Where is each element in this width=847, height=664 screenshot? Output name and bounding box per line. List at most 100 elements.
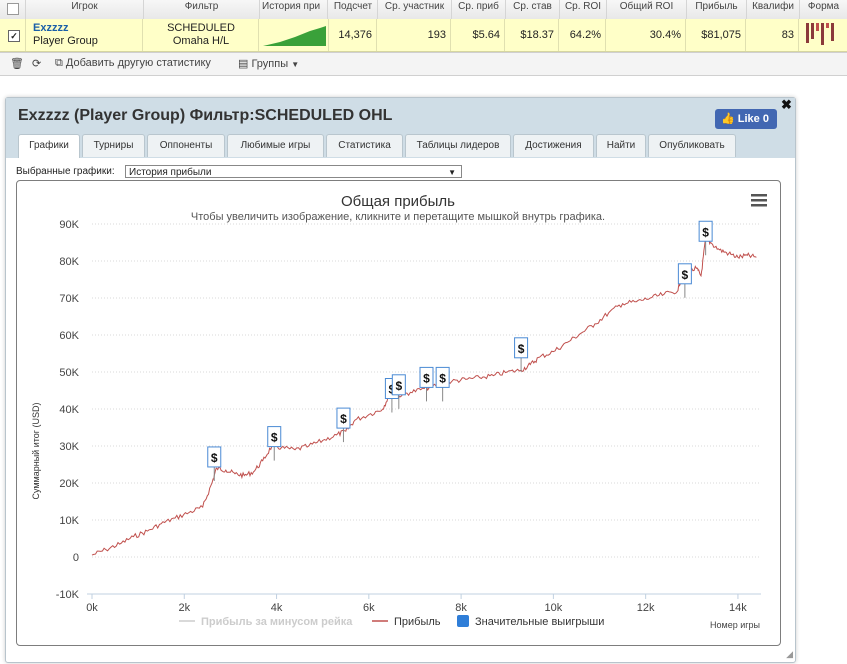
chart-container[interactable]: Общая прибыль Чтобы увеличить изображени… bbox=[16, 180, 781, 646]
avg-roi-value: 64.2% bbox=[560, 19, 606, 51]
tab-charts[interactable]: Графики bbox=[18, 134, 80, 158]
svg-text:$: $ bbox=[682, 268, 689, 282]
player-cell[interactable]: Exzzzz Player Group bbox=[26, 19, 143, 51]
total-roi-value: 30.4% bbox=[607, 19, 686, 51]
column-header[interactable]: Ср. ROI bbox=[560, 0, 607, 19]
svg-text:$: $ bbox=[518, 342, 525, 356]
add-stats-button[interactable]: ⧉ Добавить другую статистику bbox=[55, 57, 211, 70]
profit-history-sparkline[interactable] bbox=[260, 19, 329, 51]
window-header: Exzzzz (Player Group) Фильтр:SCHEDULED O… bbox=[6, 97, 795, 158]
chart-select[interactable]: История прибыли ▼ bbox=[125, 165, 462, 178]
table-row[interactable]: ✓ Exzzzz Player Group SCHEDULED Omaha H/… bbox=[0, 19, 847, 52]
avg-stake-value: $18.37 bbox=[506, 19, 559, 51]
column-header[interactable]: Ср. приб bbox=[452, 0, 506, 19]
qualif-value: 83 bbox=[747, 19, 799, 51]
x-tick-label: 0k bbox=[86, 602, 98, 614]
filter-cell: SCHEDULED Omaha H/L bbox=[144, 19, 259, 51]
window-title: Exzzzz (Player Group) Фильтр:SCHEDULED O… bbox=[18, 107, 393, 124]
big-win-marker[interactable]: $ bbox=[698, 220, 713, 256]
x-tick-label: 6k bbox=[363, 602, 375, 614]
y-tick-label: 50K bbox=[59, 367, 79, 379]
y-axis-label: Суммарный итог (USD) bbox=[31, 402, 41, 499]
svg-text:$: $ bbox=[271, 431, 278, 445]
x-tick-label: 10k bbox=[545, 602, 563, 614]
save-icon: ▤ bbox=[238, 58, 249, 70]
facebook-like-button[interactable]: 👍 Like 0 bbox=[715, 109, 777, 129]
big-win-marker[interactable]: $ bbox=[207, 446, 222, 481]
y-tick-label: 40K bbox=[59, 404, 79, 416]
legend-item-rake[interactable]: Прибыль за минусом рейка bbox=[179, 616, 353, 628]
big-win-marker[interactable]: $ bbox=[514, 337, 529, 372]
close-icon[interactable]: ✖ bbox=[781, 97, 792, 112]
x-axis-label: Номер игры bbox=[710, 620, 760, 630]
column-header[interactable]: Общий ROI bbox=[607, 0, 687, 19]
tab-statistics[interactable]: Статистика bbox=[326, 134, 403, 157]
tab-leaderboards[interactable]: Таблицы лидеров bbox=[405, 134, 511, 157]
thumbs-up-icon: 👍 bbox=[721, 113, 735, 125]
svg-text:$: $ bbox=[340, 412, 347, 426]
player-name-link[interactable]: Exzzzz bbox=[33, 22, 69, 34]
player-group: Player Group bbox=[33, 35, 98, 47]
tab-find[interactable]: Найти bbox=[596, 134, 646, 157]
tab-favorite-games[interactable]: Любимые игры bbox=[227, 134, 324, 157]
chart-menu-icon[interactable] bbox=[751, 194, 767, 207]
filter-line2: Omaha H/L bbox=[172, 35, 230, 47]
refresh-icon[interactable]: ⟳ bbox=[32, 58, 42, 70]
profit-chart[interactable]: Общая прибыль Чтобы увеличить изображени… bbox=[17, 181, 780, 645]
column-header[interactable]: Ср. став bbox=[506, 0, 560, 19]
tab-opponents[interactable]: Оппоненты bbox=[147, 134, 225, 157]
big-win-marker[interactable]: $ bbox=[419, 366, 434, 402]
chart-title: Общая прибыль bbox=[341, 193, 455, 210]
column-header[interactable]: Фильтр bbox=[144, 0, 260, 19]
tab-publish[interactable]: Опубликовать bbox=[648, 134, 736, 157]
chart-legend: Прибыль за минусом рейка Прибыль Значите… bbox=[179, 615, 604, 628]
chart-select-value: История прибыли bbox=[129, 167, 212, 178]
avg-profit-value: $5.64 bbox=[452, 19, 505, 51]
column-header[interactable]: Ср. участник bbox=[378, 0, 452, 19]
svg-text:$: $ bbox=[439, 371, 446, 385]
y-tick-label: 10K bbox=[59, 515, 79, 527]
big-win-marker[interactable]: $ bbox=[336, 407, 351, 443]
sparkline-area bbox=[263, 26, 326, 46]
column-header[interactable]: Игрок bbox=[26, 0, 144, 19]
resize-handle-icon[interactable]: ◢ bbox=[786, 649, 793, 659]
y-tick-label: 70K bbox=[59, 293, 79, 305]
legend-label: Прибыль за минусом рейка bbox=[201, 616, 353, 628]
legend-label: Прибыль bbox=[394, 616, 441, 628]
y-tick-label: 60K bbox=[59, 330, 79, 342]
y-tick-label: 90K bbox=[59, 219, 79, 231]
trash-icon[interactable]: 🗑 bbox=[10, 58, 24, 70]
like-label: Like 0 bbox=[737, 113, 769, 125]
y-tick-label: -10K bbox=[56, 589, 80, 601]
chart-subtitle: Чтобы увеличить изображение, кликните и … bbox=[191, 211, 605, 223]
column-header[interactable]: Подсчет bbox=[329, 0, 378, 19]
select-all-checkbox[interactable] bbox=[0, 0, 26, 19]
y-tick-label: 20K bbox=[59, 478, 79, 490]
column-header[interactable]: Форма bbox=[800, 0, 847, 19]
big-win-marker[interactable]: $ bbox=[267, 426, 282, 461]
row-checkbox[interactable]: ✓ bbox=[0, 19, 26, 51]
selected-charts-label: Выбранные графики: bbox=[16, 166, 115, 177]
column-header[interactable]: Квалифи bbox=[747, 0, 800, 19]
x-tick-label: 14k bbox=[729, 602, 747, 614]
window-icon: ⧉ bbox=[55, 57, 63, 69]
column-header[interactable]: Прибыль bbox=[687, 0, 747, 19]
big-win-marker[interactable]: $ bbox=[435, 366, 450, 402]
legend-label: Значительные выигрыши bbox=[475, 616, 604, 628]
column-header[interactable]: История при bbox=[260, 0, 328, 19]
legend-item-big-wins[interactable]: Значительные выигрыши bbox=[457, 615, 604, 628]
big-win-marker[interactable]: $ bbox=[391, 374, 406, 409]
svg-text:$: $ bbox=[423, 371, 430, 385]
chevron-down-icon: ▼ bbox=[291, 60, 300, 69]
profit-series-line bbox=[91, 236, 757, 556]
x-tick-label: 2k bbox=[178, 602, 190, 614]
profit-value: $81,075 bbox=[687, 19, 746, 51]
tab-achievements[interactable]: Достижения bbox=[513, 134, 594, 157]
tab-tournaments[interactable]: Турниры bbox=[82, 134, 145, 157]
legend-item-profit[interactable]: Прибыль bbox=[372, 616, 441, 628]
filter-line1: SCHEDULED bbox=[167, 22, 235, 34]
groups-button[interactable]: ▤ Группы ▼ bbox=[238, 57, 299, 70]
form-bars bbox=[800, 19, 847, 51]
big-win-marker[interactable]: $ bbox=[677, 263, 692, 298]
y-tick-label: 80K bbox=[59, 256, 79, 268]
